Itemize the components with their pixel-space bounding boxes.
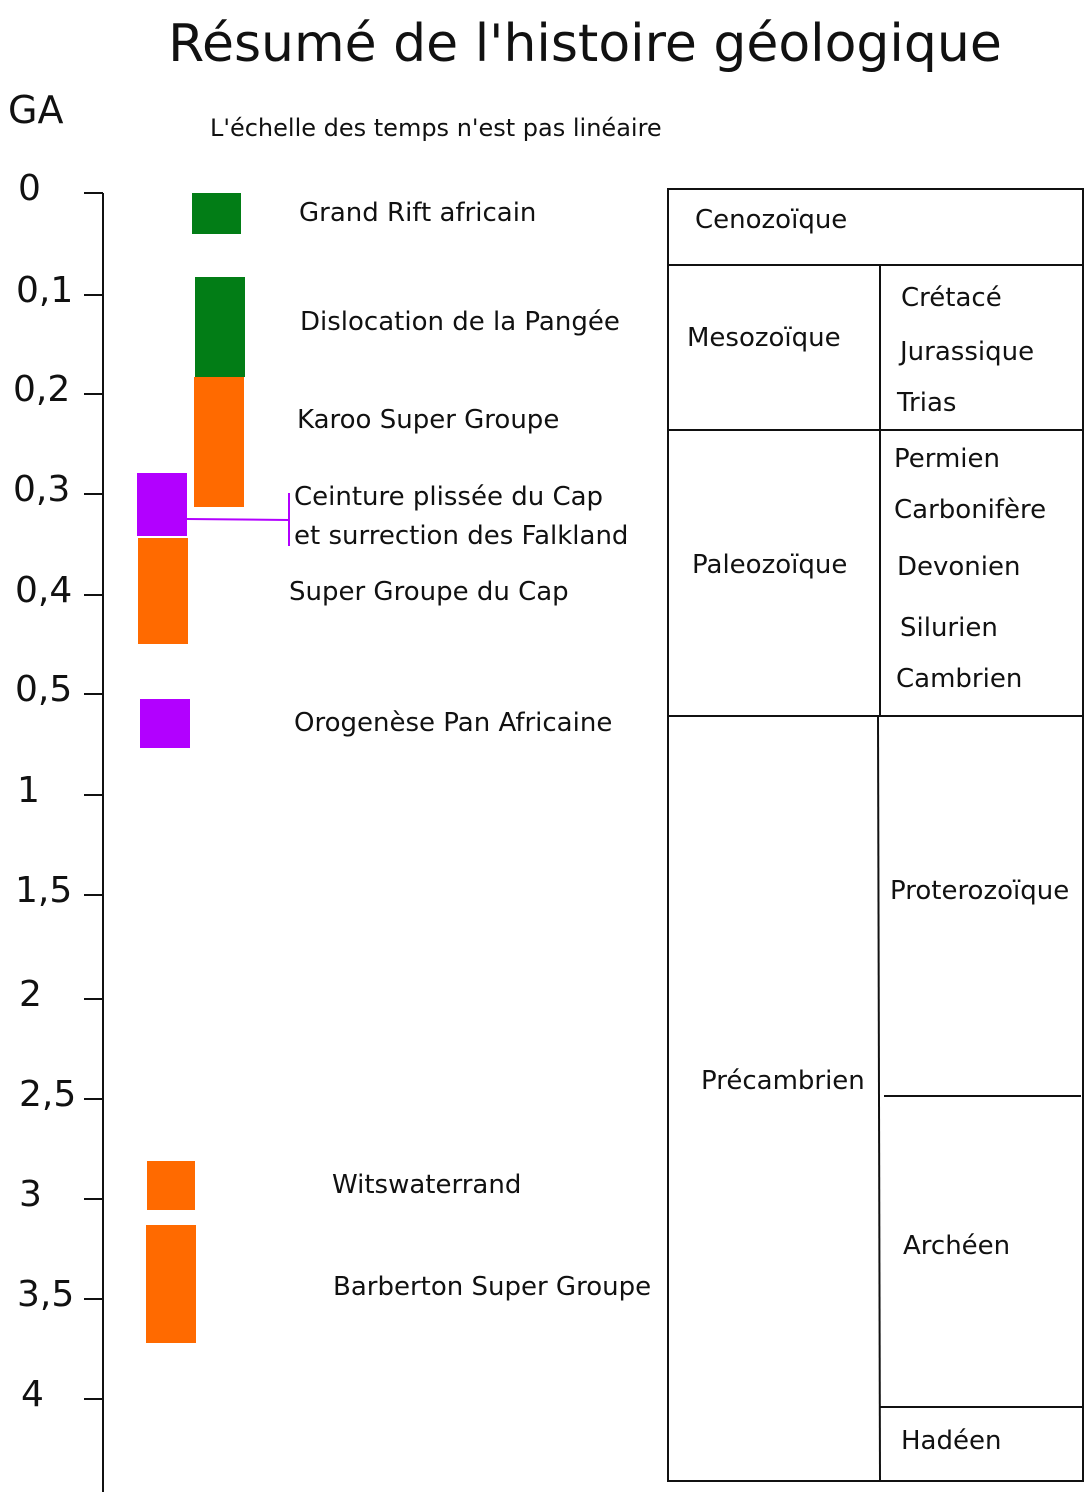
period-carbonifere: Carbonifère [894,495,1047,525]
axis-tick-label: 3,5 [17,1274,75,1315]
event-label-witswaterrand: Witswaterrand [332,1170,522,1200]
event-label-falkland: et surrection des Falkland [294,521,629,551]
axis-tick-label: 0,1 [16,270,74,311]
event-label-barberton: Barberton Super Groupe [333,1272,652,1302]
axis-tick-label: 0,4 [15,570,73,611]
period-devonien: Devonien [897,552,1021,582]
period-silurien: Silurien [900,613,998,643]
event-label-ceinture-cap: Ceinture plissée du Cap [294,482,604,512]
event-label-grand-rift: Grand Rift africain [299,198,537,228]
era-paleozoique: Paleozoïque [692,550,848,580]
eon-hadeen: Hadéen [901,1426,1002,1456]
period-permien: Permien [894,444,1001,474]
axis-tick-label: 1 [17,770,40,811]
event-label-pan-africaine: Orogenèse Pan Africaine [294,708,613,738]
period-jurassique: Jurassique [900,337,1035,367]
axis-tick-label: 2 [19,974,42,1015]
era-cenozoique: Cenozoïque [695,205,848,235]
period-cretace: Crétacé [901,283,1002,313]
bar-witswaterrand [147,1161,195,1210]
axis-tick-label: 2,5 [19,1074,77,1115]
axis-tick-label: 4 [21,1374,44,1415]
eon-proterozoique: Proterozoïque [890,876,1070,906]
axis-unit-label: GA [8,88,64,132]
event-label-super-groupe-cap: Super Groupe du Cap [289,577,569,607]
ceinture-connector [186,493,290,546]
era-table [667,188,1084,1482]
eon-archeen: Archéen [903,1231,1011,1261]
axis-tick-label: 3 [19,1174,42,1215]
event-label-dislocation-pangee: Dislocation de la Pangée [300,307,620,337]
era-precambrien: Précambrien [701,1066,865,1096]
era-mesozoique: Mesozoïque [687,323,841,353]
event-label-karoo: Karoo Super Groupe [297,405,560,435]
bar-karoo [194,377,244,507]
page-title: Résumé de l'histoire géologique [168,14,1002,74]
period-trias: Trias [897,388,957,418]
axis-tick-label: 0,5 [15,669,73,710]
bar-barberton [146,1225,196,1343]
bar-grand-rift [192,193,241,234]
bar-dislocation-pangee [195,277,245,377]
axis-tick-label: 0,3 [13,469,71,510]
axis-tick-label: 1,5 [15,870,73,911]
axis-tick-label: 0,2 [13,369,71,410]
subtitle: L'échelle des temps n'est pas linéaire [210,114,662,142]
bar-pan-africaine [140,699,190,748]
bar-super-groupe-cap [138,538,188,644]
axis-tick-label: 0 [18,168,41,209]
bar-ceinture-cap [137,473,187,536]
period-cambrien: Cambrien [896,664,1023,694]
